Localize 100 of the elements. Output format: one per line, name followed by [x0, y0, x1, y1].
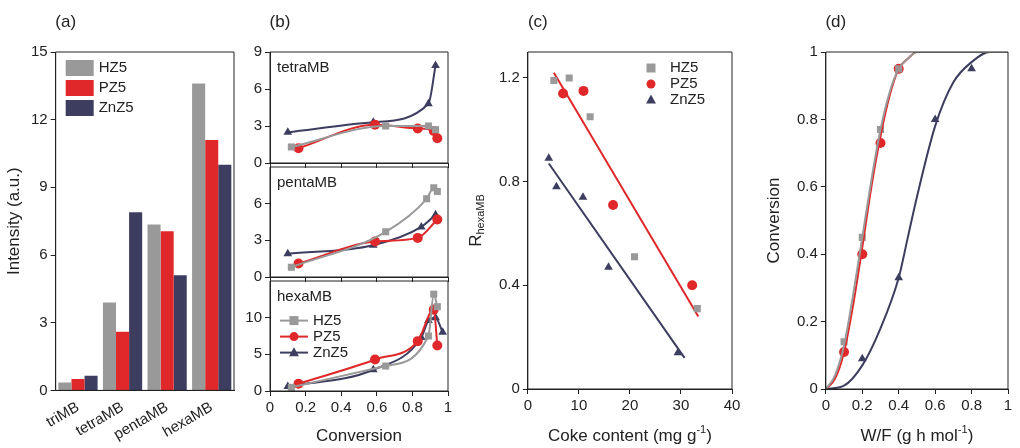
annotation: tetraMB: [277, 58, 330, 76]
point: [544, 153, 554, 161]
y-tick-label: 0: [39, 380, 48, 398]
annotation: pentaMB: [277, 173, 338, 191]
bar: [84, 375, 98, 390]
legend-label: HZ5: [670, 58, 699, 76]
legend-label: ZnZ5: [313, 342, 349, 360]
x-tick-label: 0.4: [330, 398, 352, 416]
y-tick-label: 0: [253, 267, 262, 285]
bar: [116, 331, 130, 390]
x-tick-label: 0.6: [924, 396, 946, 414]
x-tick-label: 0.8: [961, 396, 982, 414]
y-tick-label: 9: [253, 42, 262, 60]
legend-label: PZ5: [670, 74, 698, 92]
y-tick-label: 1: [809, 42, 818, 60]
point: [693, 305, 701, 313]
y-tick-label: 0: [253, 153, 262, 171]
y-tick-label: 0: [253, 381, 262, 399]
point: [412, 336, 423, 347]
point: [412, 232, 423, 243]
point: [630, 253, 639, 261]
point: [550, 76, 558, 85]
point: [432, 214, 443, 225]
point: [967, 63, 976, 72]
point: [432, 126, 440, 134]
point: [578, 192, 588, 200]
x-tick-label: 40: [723, 396, 741, 414]
y-axis-title: RhexaMB: [465, 194, 487, 247]
y-tick-label: 5: [253, 344, 262, 362]
legend-label: ZnZ5: [98, 98, 134, 116]
y-tick-label: 3: [253, 230, 262, 248]
point: [431, 60, 440, 69]
x-tick-label: 0.6: [366, 398, 388, 416]
bar: [58, 382, 72, 390]
y-tick-label: 3: [39, 312, 48, 330]
chart-title: (a): [55, 11, 77, 31]
y-tick-label: 0.8: [796, 109, 818, 127]
point: [283, 248, 293, 257]
x-tick-label: 30: [672, 396, 690, 414]
point: [552, 181, 561, 190]
x-tick-label: 0.4: [888, 396, 910, 414]
x-tick-label: 1: [443, 398, 453, 416]
point: [604, 262, 613, 270]
legend-label: HZ5: [313, 310, 342, 328]
legend-label: HZ5: [98, 58, 128, 76]
point: [578, 85, 589, 96]
y-tick-label: 1.2: [498, 68, 520, 86]
y-axis-title: Conversion: [763, 177, 783, 264]
y-tick-label: 12: [31, 109, 48, 127]
x-tick-label: 0: [821, 396, 831, 414]
point: [687, 280, 698, 291]
point: [565, 74, 573, 82]
x-axis-title: Conversion: [316, 425, 403, 445]
point: [430, 290, 438, 298]
y-tick-label: 6: [39, 245, 48, 263]
bar: [173, 275, 187, 390]
point: [432, 133, 443, 144]
y-tick-label: 0: [511, 379, 520, 397]
y-tick-label: 0.4: [796, 244, 818, 262]
bar: [71, 379, 85, 390]
x-tick-label: 1: [1003, 396, 1013, 414]
chart-title: (b): [269, 11, 291, 31]
point: [370, 354, 381, 365]
point: [438, 327, 447, 335]
x-tick-label: 0.8: [401, 398, 423, 416]
point: [433, 303, 441, 311]
y-tick-label: 10: [245, 307, 262, 325]
point: [287, 263, 295, 271]
point: [586, 113, 594, 121]
point: [424, 122, 432, 130]
point: [423, 195, 431, 203]
bar: [129, 212, 143, 390]
x-tick-label: 10: [570, 396, 588, 414]
y-tick-label: 0.2: [796, 311, 818, 329]
point: [283, 127, 293, 135]
bar: [160, 231, 174, 390]
x-tick-label: 0: [265, 398, 275, 416]
x-tick-label: 0: [523, 396, 533, 414]
y-tick-label: 0: [809, 379, 818, 397]
y-tick-label: 6: [253, 79, 262, 97]
point: [424, 332, 432, 340]
y-tick-label: 0.6: [796, 176, 818, 194]
point: [432, 340, 443, 351]
point: [558, 88, 569, 99]
y-tick-label: 6: [253, 193, 262, 211]
bar: [218, 164, 232, 390]
chart-title: (c): [527, 11, 548, 31]
bar: [192, 83, 206, 390]
bar: [205, 139, 219, 390]
bar: [102, 302, 117, 390]
point: [287, 143, 295, 151]
chart-title: (d): [825, 11, 847, 31]
y-tick-label: 15: [31, 42, 48, 60]
x-tick-label: 0.2: [851, 396, 873, 414]
y-tick-label: 0.8: [498, 171, 520, 189]
point: [382, 122, 390, 130]
y-tick-label: 0.4: [498, 275, 520, 293]
point: [424, 98, 433, 107]
legend-label: ZnZ5: [670, 90, 706, 108]
y-tick-label: 9: [39, 177, 48, 195]
